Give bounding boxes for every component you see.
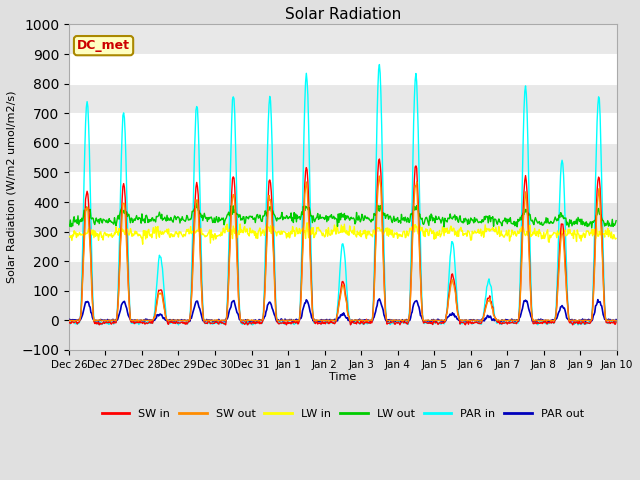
Bar — [69, 84, 617, 113]
Text: DC_met: DC_met — [77, 39, 130, 52]
Bar — [69, 143, 617, 172]
Y-axis label: Solar Radiation (W/m2 umol/m2/s): Solar Radiation (W/m2 umol/m2/s) — [7, 91, 17, 284]
Bar — [69, 202, 617, 232]
Bar — [69, 261, 617, 291]
X-axis label: Time: Time — [329, 372, 356, 383]
Title: Solar Radiation: Solar Radiation — [285, 7, 401, 22]
Bar — [69, 24, 617, 54]
Legend: SW in, SW out, LW in, LW out, PAR in, PAR out: SW in, SW out, LW in, LW out, PAR in, PA… — [97, 404, 589, 423]
Bar — [69, 320, 617, 350]
